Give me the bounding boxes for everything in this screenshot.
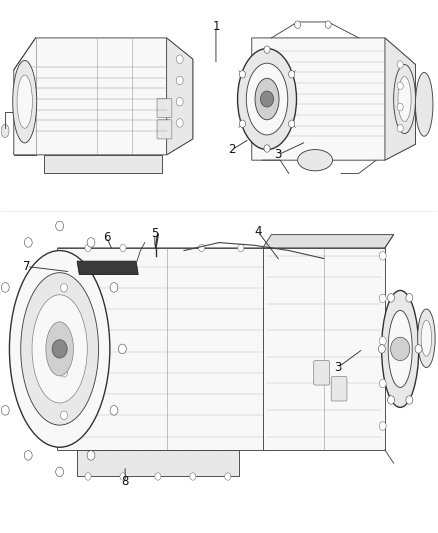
Polygon shape — [166, 38, 193, 155]
Circle shape — [198, 244, 205, 252]
Circle shape — [379, 337, 386, 345]
Circle shape — [264, 46, 270, 53]
Circle shape — [388, 395, 395, 404]
Circle shape — [85, 244, 91, 252]
Circle shape — [176, 76, 183, 85]
Circle shape — [289, 70, 295, 78]
Ellipse shape — [237, 49, 297, 150]
Circle shape — [60, 368, 67, 377]
Circle shape — [176, 55, 183, 63]
Circle shape — [25, 238, 32, 247]
Polygon shape — [252, 38, 416, 160]
Polygon shape — [14, 38, 193, 155]
FancyBboxPatch shape — [157, 120, 172, 139]
Ellipse shape — [255, 78, 279, 120]
Circle shape — [391, 337, 410, 361]
Circle shape — [87, 238, 95, 247]
Circle shape — [379, 422, 386, 430]
Polygon shape — [57, 248, 276, 450]
Circle shape — [120, 244, 126, 252]
Ellipse shape — [13, 61, 37, 143]
Circle shape — [176, 119, 183, 127]
Polygon shape — [44, 155, 162, 173]
Circle shape — [225, 473, 231, 480]
Circle shape — [388, 294, 395, 302]
Circle shape — [155, 473, 161, 480]
Circle shape — [85, 473, 91, 480]
Text: 8: 8 — [121, 475, 129, 488]
Text: 7: 7 — [23, 260, 31, 273]
Circle shape — [294, 21, 300, 28]
Circle shape — [379, 379, 386, 387]
Circle shape — [264, 145, 270, 152]
Circle shape — [60, 284, 67, 292]
Circle shape — [87, 450, 95, 460]
Circle shape — [378, 345, 385, 353]
Circle shape — [261, 91, 274, 107]
Circle shape — [110, 406, 118, 415]
Ellipse shape — [297, 150, 332, 171]
Polygon shape — [77, 450, 239, 477]
Polygon shape — [385, 38, 416, 160]
Ellipse shape — [381, 290, 419, 407]
Circle shape — [379, 294, 386, 303]
Ellipse shape — [388, 310, 412, 387]
Circle shape — [0, 344, 1, 354]
Circle shape — [240, 120, 246, 127]
Circle shape — [415, 345, 422, 353]
Circle shape — [1, 406, 9, 415]
Circle shape — [325, 21, 331, 28]
Circle shape — [56, 467, 64, 477]
Circle shape — [1, 282, 9, 292]
Circle shape — [56, 221, 64, 231]
FancyBboxPatch shape — [314, 361, 329, 385]
Polygon shape — [263, 248, 385, 450]
Circle shape — [190, 473, 196, 480]
Circle shape — [120, 473, 126, 480]
Circle shape — [52, 340, 67, 358]
Ellipse shape — [10, 251, 110, 447]
Ellipse shape — [17, 75, 32, 128]
FancyBboxPatch shape — [157, 99, 172, 118]
Circle shape — [240, 70, 246, 78]
Polygon shape — [263, 235, 394, 248]
Ellipse shape — [32, 295, 87, 403]
Circle shape — [397, 61, 403, 68]
Text: 3: 3 — [274, 148, 282, 161]
Circle shape — [118, 344, 126, 354]
Ellipse shape — [21, 273, 99, 425]
Circle shape — [406, 294, 413, 302]
Circle shape — [176, 98, 183, 106]
Ellipse shape — [46, 322, 74, 376]
Polygon shape — [77, 261, 138, 274]
Circle shape — [25, 450, 32, 460]
Circle shape — [289, 120, 295, 127]
Circle shape — [379, 252, 386, 260]
Circle shape — [60, 411, 67, 419]
Text: 5: 5 — [151, 227, 159, 240]
Circle shape — [238, 244, 244, 252]
Circle shape — [397, 82, 403, 90]
Text: 3: 3 — [334, 361, 342, 374]
Ellipse shape — [1, 124, 9, 138]
Text: 4: 4 — [254, 225, 262, 238]
Circle shape — [397, 103, 403, 111]
Ellipse shape — [416, 72, 433, 136]
Ellipse shape — [398, 76, 411, 122]
FancyBboxPatch shape — [331, 376, 347, 401]
Text: 1: 1 — [212, 20, 220, 33]
Ellipse shape — [246, 63, 288, 135]
Ellipse shape — [394, 64, 416, 134]
Circle shape — [406, 395, 413, 404]
Circle shape — [110, 282, 118, 292]
Ellipse shape — [418, 309, 435, 368]
Polygon shape — [57, 248, 289, 261]
Circle shape — [397, 125, 403, 132]
Circle shape — [60, 326, 67, 335]
Text: 2: 2 — [228, 143, 236, 156]
Text: 6: 6 — [103, 231, 110, 244]
Ellipse shape — [421, 320, 431, 357]
